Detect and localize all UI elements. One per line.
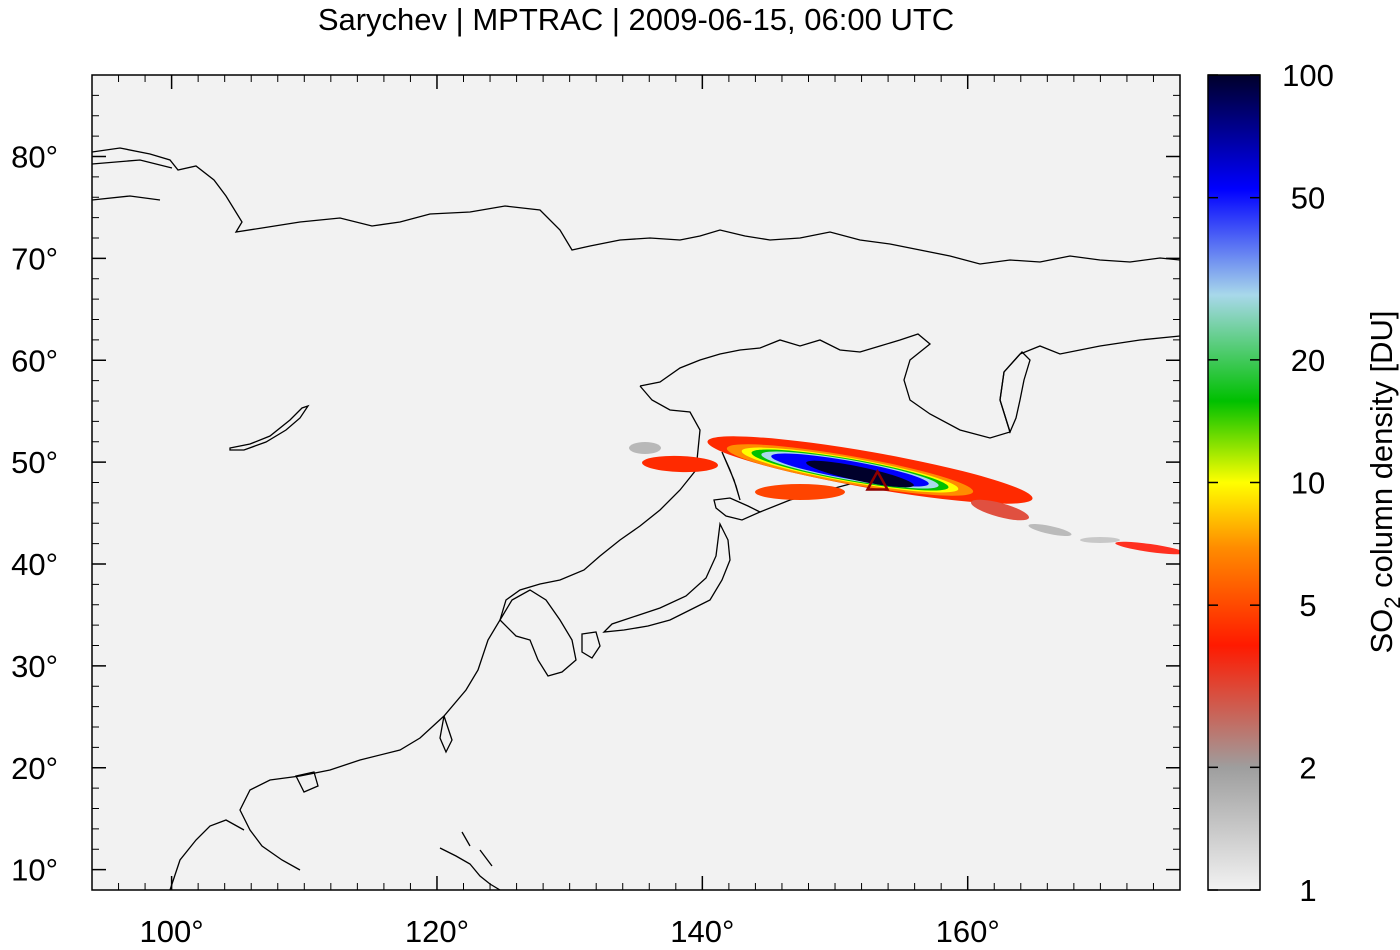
y-tick-label: 80° [11,140,58,175]
indochina [169,819,245,890]
y-tick-label: 60° [11,343,58,378]
y-tick-label: 70° [11,241,58,276]
colorbar-tick-label: 2 [1299,750,1316,785]
coastlines [92,147,1180,890]
plume-gray-west [629,442,661,454]
x-tick-label: 160° [936,914,1000,949]
x-tick-label: 140° [670,914,734,949]
map-background [92,75,1180,890]
plume-red-lower [755,484,845,500]
x-tick-label: 120° [405,914,469,949]
volcano-triangle-icon [865,468,890,491]
plume-tail-red [970,499,1030,521]
plume-dark-core [806,460,914,488]
plume-tail-gray [1028,523,1072,537]
honshu [602,521,731,633]
colorbar-tick-label: 50 [1291,181,1325,216]
lake-baikal [229,404,310,451]
colorbar-tick-label: 20 [1291,343,1325,378]
volcano-marker-icon [865,468,890,491]
sakhalin [721,451,741,501]
y-tick-label: 50° [11,445,58,480]
y-tick-label: 40° [11,547,58,582]
y-axis-ticks: 10° 20° 30° 40° 50° 60° 70° 80° [11,74,1180,888]
korea [499,589,577,677]
colorbar-tick-label: 100 [1282,58,1334,93]
philippines [439,831,501,890]
x-tick-label: 100° [140,914,204,949]
colorbar-tick-label: 1 [1299,873,1316,908]
so2-plume [629,436,1180,555]
y-tick-label: 30° [11,649,58,684]
plume-east-red [1115,541,1180,555]
colorbar-tick-label: 5 [1299,588,1316,623]
chart-title: Sarychev | MPTRAC | 2009-06-15, 06:00 UT… [317,2,955,37]
x-axis-ticks: 100° 120° 140° 160° [91,75,1181,949]
hainan [295,771,319,793]
colorbar-ticks: 1 2 5 10 20 50 100 [1208,58,1334,908]
colorbar-title: SO2 column density [DU] [1364,310,1400,653]
kamchatka [999,351,1031,434]
arctic-coast [92,147,1180,265]
hokkaido [713,497,762,521]
taymyr-islands [92,159,173,201]
plume-east-gray [1080,537,1120,543]
y-tick-label: 20° [11,751,58,786]
taiwan [439,715,453,754]
y-tick-label: 10° [11,853,58,888]
kyushu [581,631,601,659]
plume-red-west [642,455,718,473]
colorbar-tick-label: 10 [1291,466,1325,501]
